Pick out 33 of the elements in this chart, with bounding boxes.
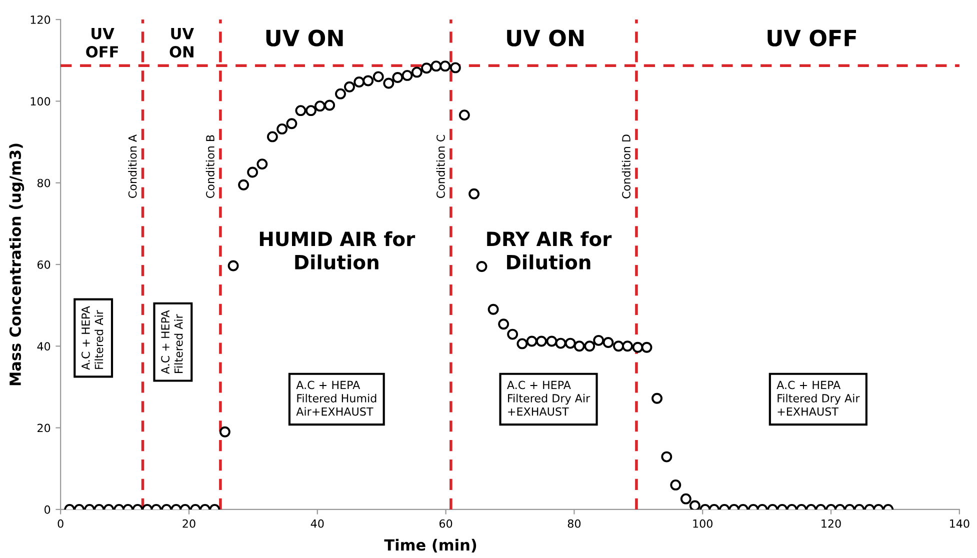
y-tick-label: 80 [37,178,50,188]
x-tick-label: 40 [310,519,324,528]
x-tick-label: 120 [822,519,841,528]
ref-line-label: Condition D [622,134,630,198]
x-axis-title: Time (min) [384,538,476,552]
y-tick-label: 120 [30,16,50,24]
y-tick-label: 100 [30,97,50,106]
ref-line-label: Condition B [206,135,214,198]
x-tick-label: 140 [950,519,970,528]
annotation: UV OFF [86,28,118,58]
annotation: DRY AIR for Dilution [487,231,612,270]
ref-line-label: Condition A [128,134,137,198]
x-tick-label: 100 [693,519,712,528]
annotation: UV ON [170,28,194,58]
x-tick-label: 0 [58,519,64,528]
annotation: UV OFF [768,30,856,46]
annotation: UV ON [507,30,584,46]
y-axis-title: Mass Concentration (ug/m3) [9,144,24,386]
annotation: A.C + HEPA Filtered Humid Air+EXHAUST [296,380,376,416]
y-tick-label: 0 [44,505,50,514]
x-tick-label: 80 [568,519,581,528]
annotation: A.C + HEPA Filtered Air [161,310,183,374]
x-tick-label: 20 [182,519,196,528]
ref-line-label: Condition C [436,134,445,198]
y-tick-label: 40 [37,342,50,351]
annotation: A.C + HEPA Filtered Air [81,306,104,370]
y-tick-label: 60 [37,260,50,269]
y-tick-label: 20 [38,424,50,432]
annotation: HUMID AIR for Dilution [260,231,416,270]
annotation: A.C + HEPA Filtered Dry Air +EXHAUST [776,380,860,416]
x-tick-label: 60 [440,519,452,528]
annotation: A.C + HEPA Filtered Dry Air +EXHAUST [507,380,590,416]
annotation: UV ON [266,30,343,46]
